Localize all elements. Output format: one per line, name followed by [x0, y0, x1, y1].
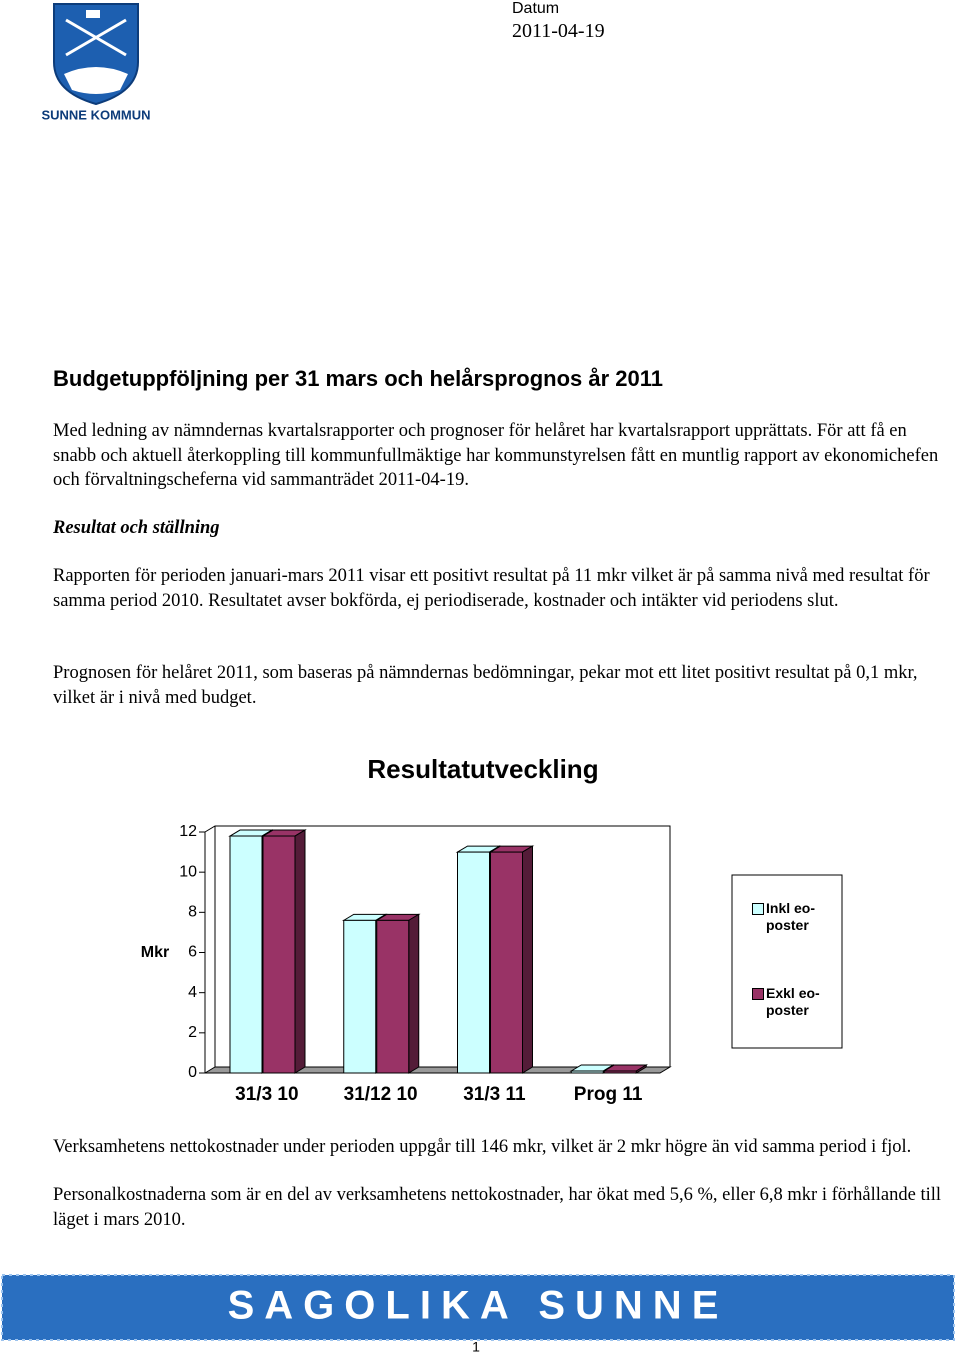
bar: [229, 835, 263, 1074]
x-tick-label: 31/3 10: [235, 1084, 298, 1105]
y-tick-label: 6: [188, 944, 197, 961]
bar: [343, 919, 377, 1074]
y-tick-label: 4: [188, 984, 197, 1001]
x-tick-label: 31/12 10: [344, 1084, 418, 1105]
logo: SUNNE KOMMUN: [41, 3, 151, 122]
footer-banner: SAGOLIKA SUNNE: [1, 1274, 955, 1341]
logo-text: SUNNE KOMMUN: [41, 107, 150, 122]
x-tick-label: Prog 11: [574, 1084, 643, 1105]
bar: [603, 1070, 637, 1074]
bar: [570, 1070, 604, 1074]
y-tick-label: 2: [188, 1024, 197, 1041]
intro: Med ledning av nämndernas kvartalsrappor…: [53, 421, 939, 490]
paragraph: Verksamhetens nettokostnader under perio…: [53, 1137, 912, 1157]
title: Budgetuppföljning per 31 mars och helårs…: [53, 366, 664, 391]
date-label: Datum: [512, 0, 560, 17]
legend-swatch: [752, 903, 764, 915]
chart: Resultatutveckling Mkr 0 2 4 6 8 10 12 31/3 10 3…: [141, 754, 843, 1105]
paragraph: Personalkostnaderna som är en del av ver…: [53, 1185, 942, 1230]
legend-swatch: [752, 988, 764, 1000]
legend-label: Exkl eo-poster: [766, 985, 820, 1018]
bar-side: [408, 913, 420, 1074]
bar: [262, 835, 296, 1074]
paragraph: Rapporten för perioden januari-mars 2011…: [53, 566, 930, 611]
x-tick-label: 31/3 11: [463, 1084, 526, 1105]
legend-box: [731, 874, 843, 1049]
section-heading: Resultat och ställning: [53, 518, 220, 538]
legend-label: Inkl eo-poster: [766, 900, 816, 933]
page-number: 1: [472, 1339, 480, 1355]
paragraph: Prognosen för helåret 2011, som baseras …: [53, 663, 918, 708]
bar: [490, 851, 523, 1074]
date: 2011-04-19: [512, 20, 605, 42]
y-tick-label: 10: [179, 863, 197, 880]
bar: [376, 919, 410, 1074]
banner-text: SAGOLIKA SUNNE: [228, 1284, 729, 1328]
y-tick-label: 0: [188, 1064, 197, 1081]
y-axis-label: Mkr: [141, 944, 169, 961]
y-tick-label: 12: [179, 823, 197, 840]
bar-side: [522, 845, 533, 1074]
y-tick-label: 8: [188, 904, 197, 921]
bar: [457, 851, 490, 1074]
chart-title: Resultatutveckling: [367, 754, 598, 784]
bar-side: [294, 829, 306, 1074]
